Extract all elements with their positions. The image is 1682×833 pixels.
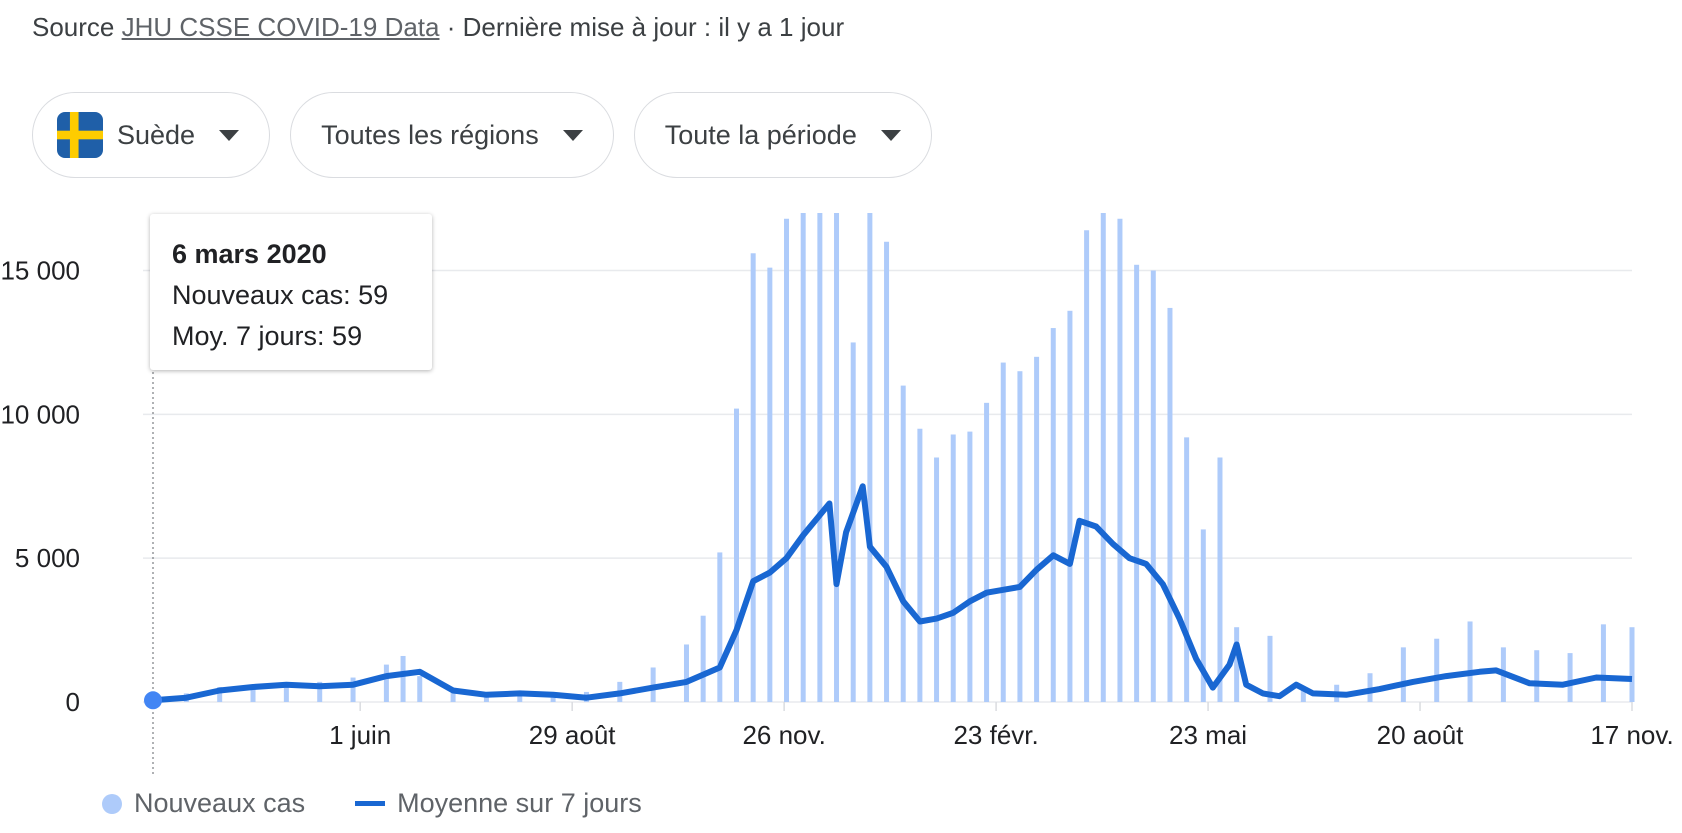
bar bbox=[967, 431, 973, 702]
bar bbox=[1117, 218, 1123, 703]
bar bbox=[900, 385, 906, 702]
tooltip-date: 6 mars 2020 bbox=[172, 239, 327, 269]
tooltip-average: Moy. 7 jours: 59 bbox=[172, 321, 363, 351]
x-tick-label: 17 nov. bbox=[1590, 720, 1673, 750]
bar bbox=[1567, 653, 1573, 702]
country-label: Suède bbox=[117, 119, 196, 150]
sweden-flag-icon bbox=[57, 112, 103, 158]
x-tick-label: 29 août bbox=[529, 720, 617, 750]
legend-bars-label: Nouveaux cas bbox=[134, 788, 306, 818]
chevron-down-icon bbox=[219, 129, 240, 141]
bar bbox=[984, 402, 990, 702]
last-updated-text: · Dernière mise à jour : il y a 1 jour bbox=[446, 12, 845, 42]
source-line: Source JHU CSSE COVID-19 Data · Dernière… bbox=[32, 12, 844, 43]
bar bbox=[917, 428, 923, 702]
bar bbox=[517, 693, 523, 702]
bar bbox=[1184, 437, 1190, 702]
bar bbox=[800, 213, 806, 702]
bar bbox=[1434, 638, 1440, 702]
bar bbox=[850, 342, 856, 702]
bar bbox=[1100, 213, 1106, 702]
period-dropdown[interactable]: Toute la période bbox=[633, 92, 932, 178]
bar bbox=[1367, 673, 1373, 702]
bars-layer bbox=[150, 213, 1635, 703]
bar bbox=[1300, 687, 1306, 702]
bar bbox=[683, 644, 689, 702]
legend-line-swatch bbox=[355, 801, 386, 806]
bar bbox=[934, 457, 940, 702]
bar bbox=[450, 691, 456, 702]
x-tick-label: 1 juin bbox=[329, 720, 391, 750]
x-tick-label: 23 févr. bbox=[953, 720, 1038, 750]
bar bbox=[834, 213, 840, 702]
bar bbox=[1150, 270, 1156, 702]
x-tick-label: 26 nov. bbox=[742, 720, 825, 750]
bar bbox=[1400, 647, 1406, 702]
tooltip: 6 mars 2020 Nouveaux cas: 59 Moy. 7 jour… bbox=[150, 214, 432, 370]
y-tick-label: 10 000 bbox=[0, 399, 80, 429]
bar bbox=[1050, 328, 1056, 702]
period-label: Toute la période bbox=[664, 119, 857, 150]
y-tick-label: 5 000 bbox=[15, 543, 80, 573]
region-label: Toutes les régions bbox=[321, 119, 539, 150]
bar bbox=[1234, 627, 1240, 702]
source-link[interactable]: JHU CSSE COVID-19 Data bbox=[121, 12, 440, 42]
country-dropdown[interactable]: Suède bbox=[32, 92, 271, 178]
legend: Nouveaux cas Moyenne sur 7 jours bbox=[102, 788, 642, 819]
bar bbox=[950, 434, 956, 702]
chevron-down-icon bbox=[880, 129, 901, 141]
bar bbox=[1067, 310, 1073, 702]
bar bbox=[750, 253, 756, 703]
bar bbox=[317, 681, 323, 702]
bar bbox=[283, 683, 289, 702]
region-dropdown[interactable]: Toutes les régions bbox=[290, 92, 614, 178]
x-tick-label: 20 août bbox=[1377, 720, 1465, 750]
legend-bars-swatch bbox=[102, 793, 122, 814]
bar bbox=[483, 694, 489, 702]
bar bbox=[550, 693, 556, 702]
y-tick-label: 0 bbox=[66, 687, 80, 717]
bar bbox=[1017, 371, 1023, 702]
bar bbox=[1134, 264, 1140, 702]
bar bbox=[1217, 457, 1223, 702]
line-layer bbox=[144, 483, 1633, 710]
bar bbox=[350, 677, 356, 702]
legend-line-label: Moyenne sur 7 jours bbox=[397, 788, 642, 818]
bar bbox=[700, 615, 706, 702]
chevron-down-icon bbox=[562, 129, 583, 141]
y-axis-labels: 0 5 000 10 000 15 000 bbox=[0, 256, 80, 717]
bar bbox=[1200, 529, 1206, 702]
bar bbox=[1267, 635, 1273, 702]
bar bbox=[1600, 624, 1606, 702]
bar bbox=[1167, 307, 1173, 702]
tooltip-new-cases: Nouveaux cas: 59 bbox=[172, 280, 389, 310]
bar bbox=[867, 213, 873, 702]
y-tick-label: 15 000 bbox=[0, 256, 80, 286]
bar bbox=[1034, 356, 1040, 702]
bar bbox=[817, 213, 823, 702]
avg-line bbox=[152, 483, 1633, 704]
bar bbox=[217, 687, 223, 702]
bar bbox=[250, 684, 256, 702]
bar bbox=[784, 218, 790, 703]
highlight-point bbox=[144, 691, 162, 710]
bar bbox=[1084, 230, 1090, 702]
bar bbox=[383, 664, 389, 702]
filter-bar: Suède Toutes les régions Toute la périod… bbox=[32, 92, 932, 178]
bar bbox=[400, 655, 406, 702]
bar bbox=[884, 241, 890, 702]
bar bbox=[734, 408, 740, 702]
x-tick-label: 23 mai bbox=[1169, 720, 1247, 750]
bar bbox=[717, 552, 723, 702]
bar bbox=[1534, 650, 1540, 702]
bar bbox=[417, 676, 423, 702]
source-prefix: Source bbox=[32, 12, 115, 42]
bar bbox=[1467, 621, 1473, 702]
bar bbox=[767, 267, 773, 702]
x-axis-labels: 1 juin 29 août 26 nov. 23 févr. 23 mai 20 aoû… bbox=[329, 720, 1674, 750]
bar bbox=[1629, 627, 1635, 702]
bar bbox=[1000, 362, 1006, 702]
